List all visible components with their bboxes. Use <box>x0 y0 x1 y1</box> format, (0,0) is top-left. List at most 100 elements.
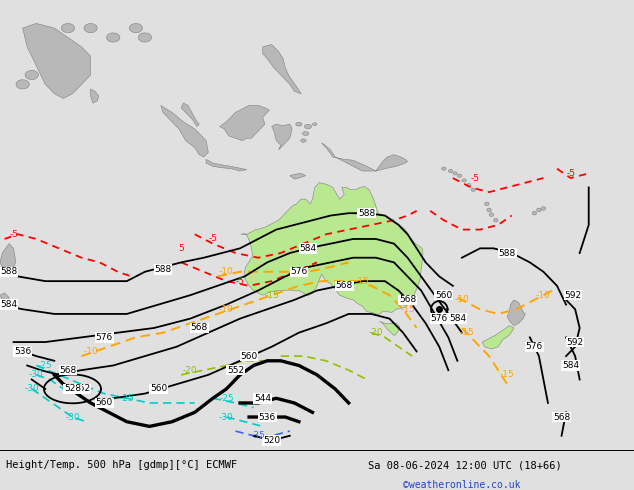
Polygon shape <box>129 24 143 33</box>
Polygon shape <box>0 293 9 302</box>
Text: 576: 576 <box>290 267 307 276</box>
Polygon shape <box>48 33 61 42</box>
Text: 560: 560 <box>150 385 167 393</box>
Text: -30: -30 <box>219 413 234 421</box>
Text: 576: 576 <box>430 314 448 323</box>
Polygon shape <box>301 139 306 142</box>
Polygon shape <box>138 33 152 42</box>
Polygon shape <box>304 124 311 129</box>
Polygon shape <box>533 211 536 215</box>
Polygon shape <box>181 103 199 126</box>
Text: -5: -5 <box>9 230 18 239</box>
Text: -25: -25 <box>38 361 53 370</box>
Text: 588: 588 <box>498 248 516 258</box>
Polygon shape <box>485 202 489 206</box>
Text: 560: 560 <box>435 291 453 300</box>
Polygon shape <box>507 300 526 326</box>
Polygon shape <box>161 105 209 157</box>
Text: 536: 536 <box>259 413 276 421</box>
Polygon shape <box>302 132 309 136</box>
Text: 568: 568 <box>399 295 416 304</box>
Text: 576: 576 <box>96 333 113 342</box>
Text: -15: -15 <box>264 291 279 300</box>
Polygon shape <box>39 56 52 66</box>
Text: -10: -10 <box>455 295 469 304</box>
Text: 588: 588 <box>155 265 172 274</box>
Text: 584: 584 <box>449 314 466 323</box>
Text: 528: 528 <box>64 385 81 393</box>
Text: -20: -20 <box>183 366 198 375</box>
Polygon shape <box>482 326 514 349</box>
Text: -25: -25 <box>219 394 234 403</box>
Polygon shape <box>489 213 494 217</box>
Polygon shape <box>541 207 546 210</box>
Text: 552: 552 <box>73 385 90 393</box>
Text: 584: 584 <box>1 300 18 309</box>
Polygon shape <box>241 183 423 315</box>
Text: 588: 588 <box>358 209 375 218</box>
Polygon shape <box>442 167 446 171</box>
Polygon shape <box>272 124 292 150</box>
Polygon shape <box>448 170 453 172</box>
Text: -30: -30 <box>65 413 80 421</box>
Text: 576: 576 <box>526 342 543 351</box>
Text: -30: -30 <box>24 385 39 393</box>
Polygon shape <box>61 24 75 33</box>
Text: 5: 5 <box>178 244 184 253</box>
Polygon shape <box>321 143 408 171</box>
Polygon shape <box>16 80 29 89</box>
Polygon shape <box>453 172 457 175</box>
Polygon shape <box>262 45 301 94</box>
Text: -5: -5 <box>235 277 245 286</box>
Polygon shape <box>467 183 471 187</box>
Polygon shape <box>380 321 400 336</box>
Text: Height/Temp. 500 hPa [gdmp][°C] ECMWF: Height/Temp. 500 hPa [gdmp][°C] ECMWF <box>6 460 238 470</box>
Text: 592: 592 <box>567 338 584 346</box>
Text: -10: -10 <box>536 291 551 300</box>
Text: -5: -5 <box>566 169 575 178</box>
Text: 584: 584 <box>299 244 316 253</box>
Text: 520: 520 <box>263 436 280 445</box>
Text: 568: 568 <box>60 366 77 375</box>
Polygon shape <box>290 173 306 179</box>
Text: 568: 568 <box>335 281 353 290</box>
Text: -15: -15 <box>355 277 370 286</box>
Text: ©weatheronline.co.uk: ©weatheronline.co.uk <box>403 480 520 490</box>
Text: 560: 560 <box>240 352 257 361</box>
Polygon shape <box>313 123 317 125</box>
Polygon shape <box>0 244 16 272</box>
Text: -25: -25 <box>119 394 134 403</box>
Text: -5: -5 <box>209 235 217 244</box>
Polygon shape <box>219 105 269 141</box>
Text: -10: -10 <box>219 305 234 314</box>
Text: -5: -5 <box>471 173 480 183</box>
Text: 568: 568 <box>553 413 570 421</box>
Text: 592: 592 <box>564 291 581 300</box>
Text: 588: 588 <box>1 267 18 276</box>
Text: -15: -15 <box>400 305 415 314</box>
Text: 544: 544 <box>254 394 271 403</box>
Text: 560: 560 <box>96 398 113 408</box>
Text: -30: -30 <box>29 370 44 379</box>
Polygon shape <box>206 159 247 171</box>
Polygon shape <box>23 24 91 98</box>
Text: 552: 552 <box>227 366 244 375</box>
Text: 568: 568 <box>191 323 208 333</box>
Text: -10: -10 <box>83 347 98 356</box>
Polygon shape <box>84 24 98 33</box>
Polygon shape <box>494 219 498 222</box>
Polygon shape <box>462 179 467 182</box>
Text: -20: -20 <box>368 328 383 337</box>
Polygon shape <box>537 208 541 212</box>
Text: Sa 08-06-2024 12:00 UTC (18+66): Sa 08-06-2024 12:00 UTC (18+66) <box>368 460 562 470</box>
Text: -15: -15 <box>500 370 515 379</box>
Text: 584: 584 <box>562 361 579 370</box>
Polygon shape <box>25 71 39 79</box>
Text: -15: -15 <box>459 328 474 337</box>
Text: 536: 536 <box>14 347 31 356</box>
Polygon shape <box>487 208 491 212</box>
Text: -35: -35 <box>251 431 266 440</box>
Polygon shape <box>91 89 99 103</box>
Polygon shape <box>471 188 476 192</box>
Polygon shape <box>458 174 462 177</box>
